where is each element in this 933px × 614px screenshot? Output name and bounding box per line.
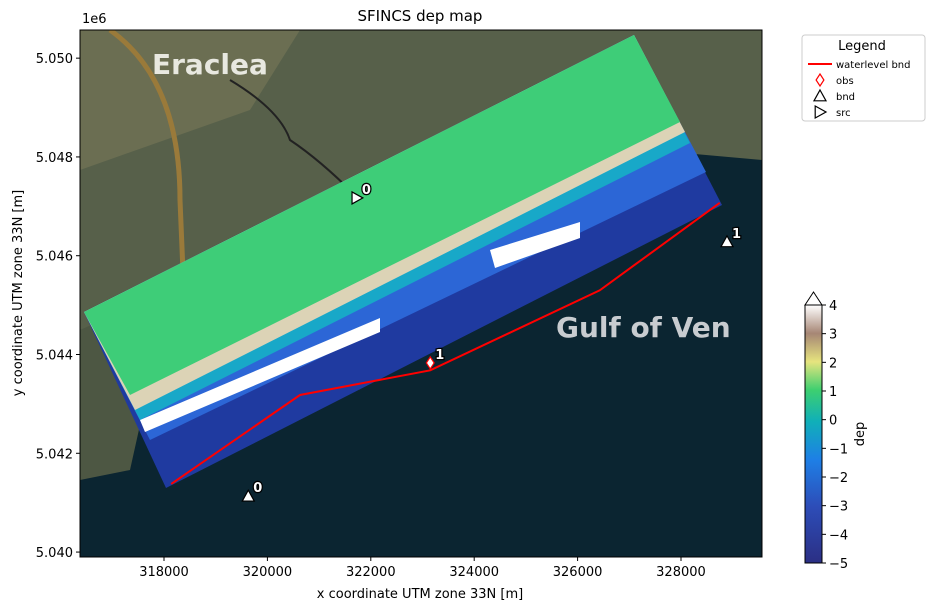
road <box>108 30 188 321</box>
point-label: 0 <box>253 481 262 496</box>
diamond-marker <box>815 72 825 88</box>
y-tick-label: 5.040 <box>36 546 73 561</box>
colorbar-tick-label: −3 <box>829 500 848 515</box>
x-tick-label: 326000 <box>553 565 603 580</box>
x-tick-label: 324000 <box>449 565 499 580</box>
point-label: 1 <box>435 348 444 363</box>
point-label: 0 <box>362 183 371 198</box>
legend-label: waterlevel bnd <box>836 60 910 71</box>
triangle-marker <box>241 489 256 502</box>
legend-label: src <box>836 108 851 119</box>
diamond-marker <box>425 355 435 370</box>
colorbar-tick-label: 3 <box>829 328 837 343</box>
triangle-right-marker <box>814 104 828 120</box>
colorbar-frame <box>804 304 823 564</box>
x-tick-label: 328000 <box>656 565 706 580</box>
point-label: 1 <box>732 227 741 242</box>
legend <box>801 34 926 122</box>
legend-title: Legend <box>838 39 886 54</box>
triangle-right-marker <box>351 190 365 205</box>
y-tick-label: 5.048 <box>36 151 73 166</box>
colorbar-tick-label: −2 <box>829 471 848 486</box>
colorbar-extend <box>804 291 823 306</box>
x-tick-label: 320000 <box>243 565 293 580</box>
y-axis-label: y coordinate UTM zone 33N [m] <box>11 190 26 396</box>
legend-label: bnd <box>836 92 855 103</box>
x-tick-label: 322000 <box>346 565 396 580</box>
colorbar-tick-label: −1 <box>829 442 848 457</box>
land <box>80 30 300 170</box>
y-offset: 1e6 <box>82 12 107 27</box>
legend-label: obs <box>836 76 854 87</box>
river <box>229 79 356 196</box>
dep-raster <box>140 318 380 432</box>
basemap-label: Eraclea <box>152 48 268 81</box>
waterlevel-boundary <box>170 202 721 485</box>
colorbar-tick-label: 0 <box>829 414 837 429</box>
colorbar-tick-label: 1 <box>829 385 837 400</box>
axes-frame <box>79 29 763 558</box>
colorbar-tick-label: −4 <box>829 528 848 543</box>
x-axis-label: x coordinate UTM zone 33N [m] <box>317 587 523 602</box>
chart-title: SFINCS dep map <box>358 7 483 25</box>
basemap-label: Gulf of Ven <box>556 311 731 344</box>
y-tick-label: 5.050 <box>36 52 73 67</box>
y-tick-label: 5.042 <box>36 447 73 462</box>
map-area: Eraclea Gulf of Ven <box>80 30 762 557</box>
y-tick-label: 5.046 <box>36 250 73 265</box>
y-tick-label: 5.044 <box>36 348 73 363</box>
dep-raster <box>490 222 580 268</box>
x-tick-label: 318000 <box>139 565 189 580</box>
colorbar-tick-label: 4 <box>829 299 837 314</box>
colorbar-tick-label: −5 <box>829 557 848 572</box>
colorbar <box>805 305 822 563</box>
triangle-marker <box>719 234 735 248</box>
colorbar-tick-label: 2 <box>829 356 837 371</box>
dep-raster <box>84 35 680 395</box>
colorbar-label: dep <box>853 422 868 447</box>
triangle-marker <box>812 88 828 102</box>
